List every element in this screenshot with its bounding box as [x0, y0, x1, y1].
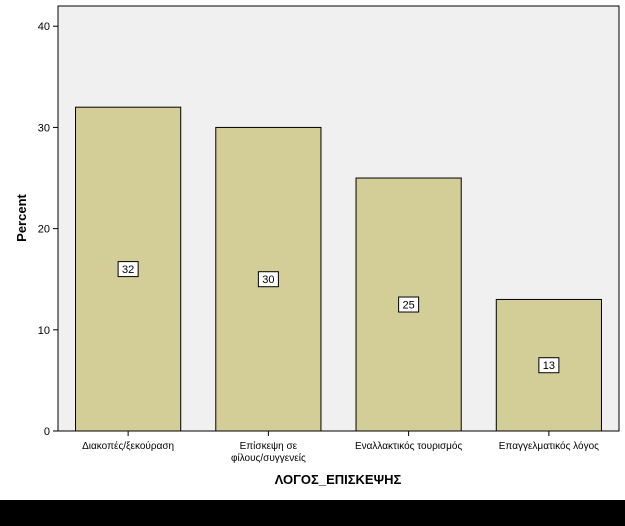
y-tick-label: 10 [38, 325, 50, 337]
y-tick-label: 20 [38, 224, 50, 236]
x-axis-title: ΛΟΓΟΣ_ΕΠΙΣΚΕΨΗΣ [275, 472, 402, 487]
x-tick-label: Εναλλακτικός τουρισμός [355, 440, 463, 452]
y-axis-title: Percent [14, 193, 29, 241]
x-axis: Διακοπές/ξεκούραση Επίσκεψη σεφίλους/συγγ… [82, 431, 599, 464]
chart-svg: 0 10 20 30 40 32 30 25 13 Διακοπές/ξεκούραση Επί… [14, 5, 620, 487]
y-tick-label: 30 [38, 122, 50, 134]
x-tick-label: Επίσκεψη σε [240, 440, 298, 452]
data-label-box [257, 271, 279, 288]
y-axis: 0 10 20 30 40 [38, 21, 58, 438]
data-label: 13 [543, 360, 555, 372]
data-label-box [117, 261, 139, 278]
x-tick-label: Διακοπές/ξεκούραση [82, 440, 174, 452]
y-tick-label: 0 [44, 426, 50, 438]
data-label-box [398, 296, 420, 313]
bottom-band [0, 500, 625, 526]
y-tick-label: 40 [38, 21, 50, 33]
data-label: 30 [262, 274, 274, 286]
data-label-box [538, 357, 560, 374]
data-label: 32 [122, 264, 134, 276]
data-labels: 32 30 25 13 [117, 261, 560, 374]
x-tick-label: φίλους/συγγενείς [231, 452, 306, 464]
data-label: 25 [403, 300, 415, 312]
bar-chart: 0 10 20 30 40 32 30 25 13 Διακοπές/ξεκούραση Επί… [14, 5, 620, 487]
bars [75, 106, 602, 432]
x-tick-label: Επαγγελματικός λόγος [499, 440, 599, 452]
